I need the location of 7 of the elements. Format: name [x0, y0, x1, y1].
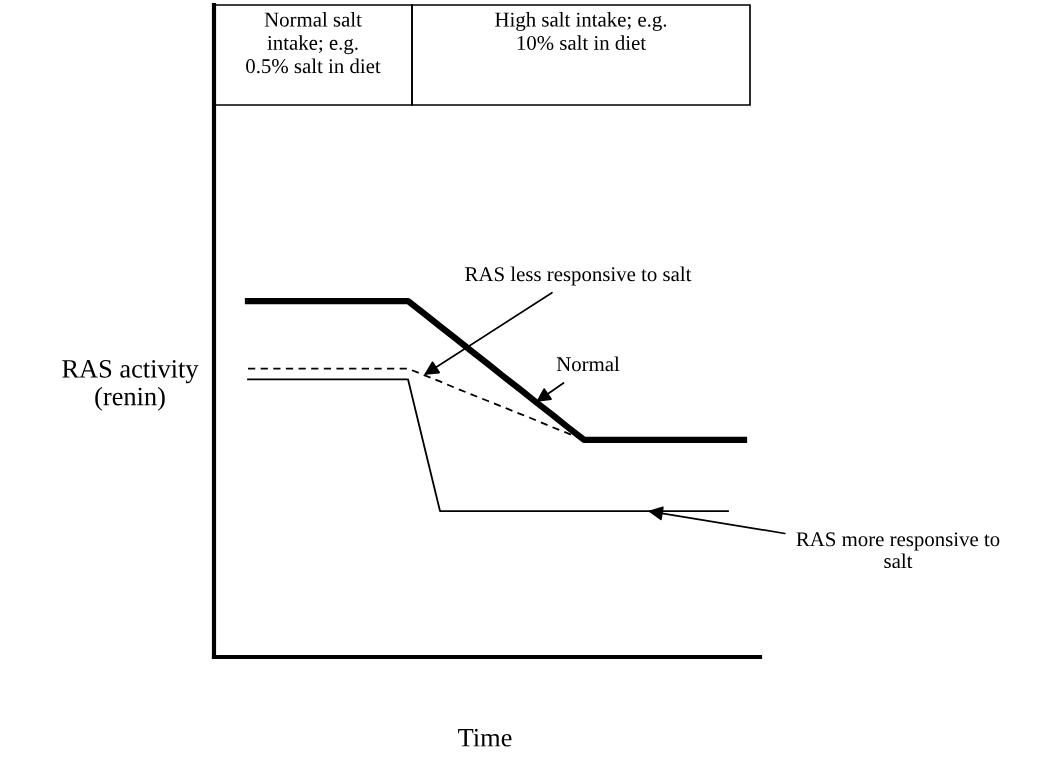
series-label: Normal: [556, 356, 620, 372]
text: Normal salt intake; e.g. 0.5% salt in diet: [246, 12, 381, 74]
text: High salt intake; e.g. 10% salt in diet: [495, 12, 667, 51]
y-axis-title: RAS activity (renin): [62, 360, 199, 411]
x-axis-title: Time: [458, 728, 512, 747]
text: RAS more responsive to salt: [796, 532, 1000, 569]
text: RAS less responsive to salt: [465, 266, 692, 286]
